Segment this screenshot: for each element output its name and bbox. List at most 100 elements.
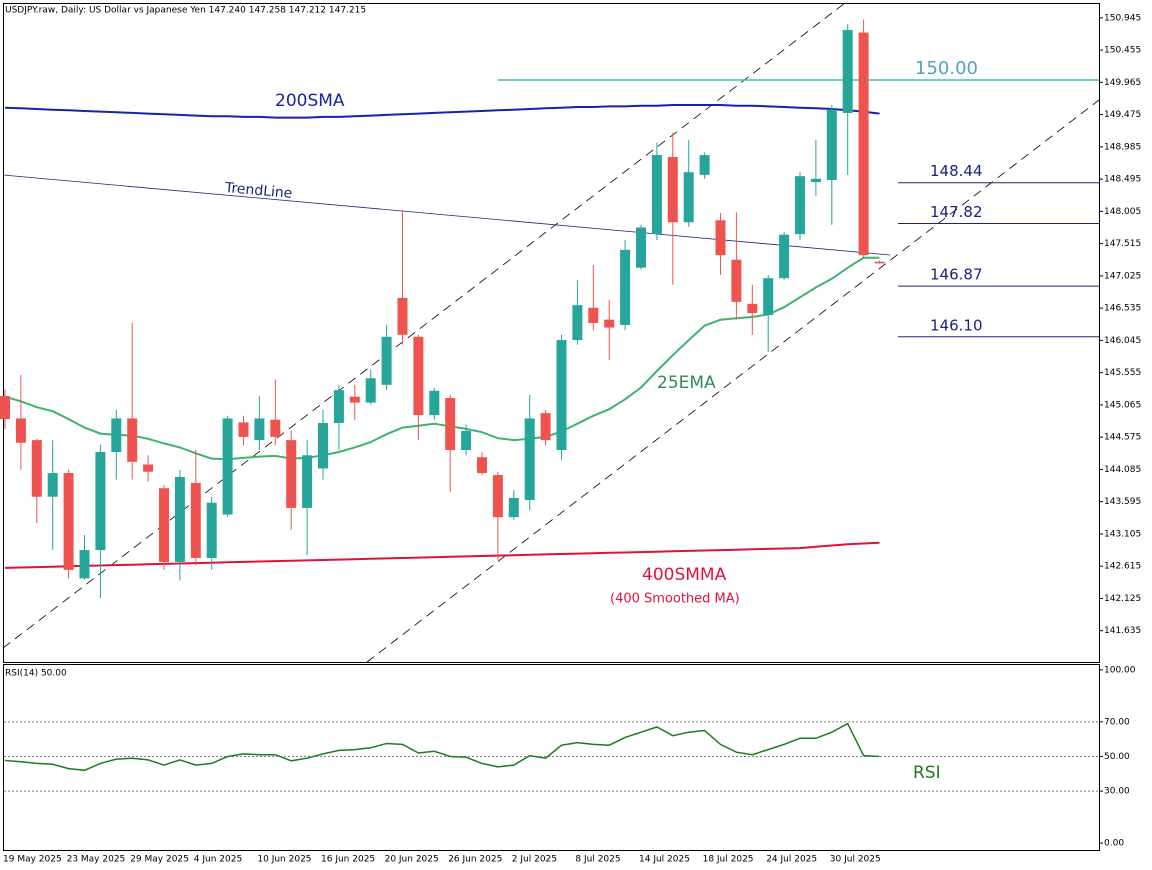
candle-body [540, 413, 551, 441]
channel-lower [366, 99, 1100, 663]
y-tick-label: 50.00 [1104, 752, 1130, 762]
x-tick-label: 18 Jul 2025 [703, 855, 754, 865]
y-tick-label: 0.00 [1104, 839, 1124, 849]
candle-body [206, 502, 217, 558]
y-tick-label: 147.515 [1104, 239, 1141, 249]
x-tick-label: 14 Jul 2025 [639, 855, 690, 865]
rsi-title: RSI(14) 50.00 [5, 669, 67, 679]
indicator-line [4, 541, 880, 569]
candle-body [763, 278, 774, 316]
level-label: 146.10 [930, 316, 983, 334]
smma400-label: 400SMMA [642, 565, 727, 585]
candle-body [747, 303, 758, 314]
candle-body [572, 305, 583, 341]
y-tick-label: 146.535 [1104, 304, 1141, 314]
level-label: 148.44 [930, 162, 983, 180]
x-tick-label: 16 Jun 2025 [321, 855, 375, 865]
channel-upper [2, 2, 846, 649]
candle-body [731, 259, 742, 302]
x-tick-label: 26 Jun 2025 [448, 855, 502, 865]
candle-body [636, 227, 646, 268]
candle-body [715, 220, 726, 256]
candle-body [826, 109, 837, 181]
candle-body [174, 477, 185, 562]
candle-body [397, 297, 408, 335]
y-tick-label: 142.615 [1104, 562, 1141, 572]
candle-body [286, 440, 297, 508]
candle-body [556, 340, 567, 451]
y-tick-label: 100.00 [1104, 665, 1136, 675]
candle-body [63, 473, 74, 570]
candle-body [95, 451, 106, 551]
y-tick-label: 30.00 [1104, 787, 1130, 797]
candle-body [461, 430, 472, 451]
candle-body [31, 440, 42, 497]
candle-body [143, 464, 154, 472]
y-tick-label: 143.105 [1104, 529, 1141, 539]
candle-body [47, 473, 58, 497]
y-tick-label: 141.635 [1104, 626, 1141, 636]
rsi-label: RSI [913, 763, 941, 783]
candle-body [795, 176, 805, 235]
candle-body [302, 455, 313, 508]
chart-title: USDJPY.raw, Daily: US Dollar vs Japanese… [5, 6, 366, 16]
y-tick-label: 148.495 [1104, 175, 1141, 185]
candle-body [0, 396, 10, 420]
trend-line [2, 174, 891, 256]
candle-body [349, 396, 360, 403]
x-tick-label: 24 Jul 2025 [766, 855, 817, 865]
candle-body [604, 319, 615, 328]
x-tick-label: 20 Jun 2025 [385, 855, 439, 865]
y-tick-label: 143.595 [1104, 497, 1141, 507]
candle-body [365, 378, 376, 403]
candle-body [159, 488, 169, 562]
smma400-note: (400 Smoothed MA) [610, 592, 740, 607]
candle-body [15, 418, 26, 443]
y-tick-label: 149.965 [1104, 78, 1141, 88]
y-tick-label: 145.065 [1104, 400, 1141, 410]
x-tick-label: 23 May 2025 [67, 855, 126, 865]
candle-body [381, 336, 392, 385]
candle-body [477, 457, 487, 474]
candle-body [429, 390, 440, 416]
candle-body [874, 261, 885, 264]
candle-body [524, 418, 535, 501]
y-tick-label: 146.045 [1104, 336, 1141, 346]
y-tick-label: 149.475 [1104, 110, 1141, 120]
y-tick-label: 144.085 [1104, 465, 1141, 475]
candle-body [190, 482, 201, 558]
y-tick-label: 70.00 [1104, 717, 1130, 727]
y-tick-label: 145.555 [1104, 368, 1141, 378]
y-tick-label: 148.985 [1104, 142, 1141, 152]
candle-body [588, 307, 599, 323]
indicator-line [4, 256, 880, 461]
candle-body [318, 423, 328, 469]
candle-body [842, 29, 853, 113]
candle-body [222, 418, 233, 515]
level-label: 150.00 [915, 58, 978, 79]
candle-body [254, 418, 265, 441]
candle-body [79, 550, 90, 579]
x-tick-label: 19 May 2025 [3, 855, 62, 865]
price-pane-frame [3, 3, 1100, 663]
candle-body [127, 418, 138, 462]
candle-body [492, 475, 503, 518]
level-label: 147.82 [930, 203, 983, 221]
sma200-label: 200SMA [275, 91, 345, 111]
candle-body [111, 418, 122, 452]
x-tick-label: 4 Jun 2025 [194, 855, 242, 865]
x-tick-label: 29 May 2025 [130, 855, 189, 865]
candle-body [270, 419, 281, 437]
candle-body [858, 32, 869, 256]
y-tick-label: 147.025 [1104, 271, 1141, 281]
x-tick-label: 2 Jul 2025 [512, 855, 557, 865]
ema25-label: 25EMA [657, 373, 716, 393]
candle-body [651, 155, 662, 235]
candle-body [620, 249, 631, 325]
y-tick-label: 150.945 [1104, 13, 1141, 23]
candle-body [508, 498, 519, 518]
x-tick-label: 8 Jul 2025 [575, 855, 620, 865]
candle-body [699, 155, 710, 175]
candle-body [667, 157, 678, 223]
